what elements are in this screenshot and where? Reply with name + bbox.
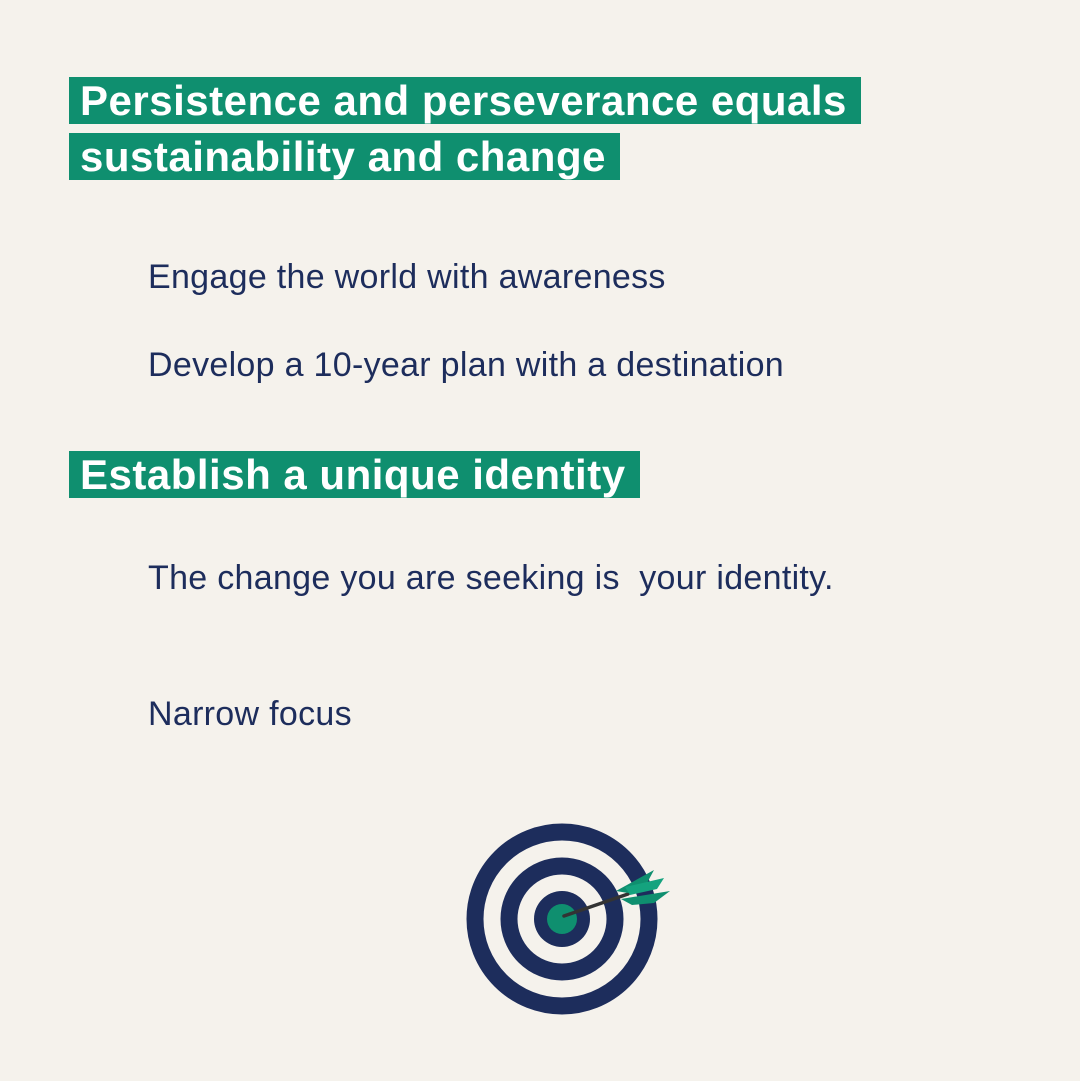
item-change-identity: The change you are seeking is your ident… bbox=[148, 559, 834, 597]
arrow-shaft bbox=[562, 892, 630, 918]
item-narrow-focus: Narrow focus bbox=[148, 695, 352, 733]
heading-persistence: Persistence and perseverance equals sust… bbox=[69, 73, 1029, 185]
heading-unique-identity: Establish a unique identity bbox=[69, 447, 1029, 503]
item-ten-year-plan: Develop a 10-year plan with a destinatio… bbox=[148, 346, 785, 384]
target-middle-ring bbox=[500, 857, 624, 981]
heading-persistence-text: Persistence and perseverance equals sust… bbox=[69, 77, 861, 180]
heading-unique-identity-text: Establish a unique identity bbox=[69, 451, 640, 498]
target-outer-ring bbox=[466, 823, 658, 1015]
arrow-feather-middle bbox=[625, 878, 664, 895]
target-bullseye bbox=[547, 904, 577, 934]
arrow-feather-bottom bbox=[621, 891, 670, 905]
item-engage-world: Engage the world with awareness bbox=[148, 258, 666, 296]
target-with-arrow-icon bbox=[466, 823, 670, 1015]
